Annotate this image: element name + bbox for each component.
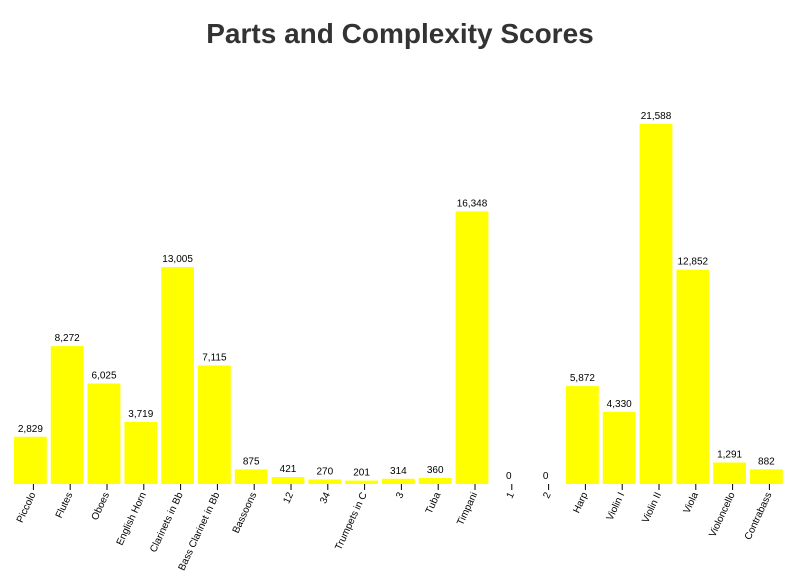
- value-label-13: 0: [506, 471, 512, 482]
- x-tick-label-1: Flutes: [54, 491, 75, 520]
- x-tick-label-19: Violoncello: [707, 490, 738, 539]
- value-label-10: 314: [390, 466, 407, 477]
- chart-title: Parts and Complexity Scores: [206, 18, 594, 49]
- value-label-19: 1,291: [717, 450, 742, 461]
- value-label-17: 21,588: [641, 111, 672, 122]
- value-label-12: 16,348: [457, 198, 488, 209]
- x-tick-label-15: Harp: [571, 490, 590, 515]
- bar-7: [271, 477, 305, 484]
- value-label-14: 0: [543, 471, 549, 482]
- value-label-8: 270: [316, 467, 333, 478]
- value-label-2: 6,025: [91, 371, 116, 382]
- value-label-1: 8,272: [55, 333, 80, 344]
- x-tick-label-20: Contrabass: [743, 491, 775, 542]
- bar-12: [455, 211, 489, 484]
- bar-4: [161, 267, 194, 484]
- value-label-4: 13,005: [162, 254, 193, 265]
- bar-1: [50, 346, 84, 484]
- bar-17: [639, 124, 673, 484]
- bar-6: [234, 469, 268, 484]
- x-tick-label-2: Oboes: [90, 491, 112, 522]
- x-tick-label-17: Violin II: [640, 491, 664, 525]
- bar-8: [308, 479, 342, 484]
- bar-18: [676, 269, 710, 484]
- value-label-5: 7,115: [202, 352, 227, 363]
- value-label-9: 201: [353, 468, 370, 479]
- bar-15: [566, 386, 599, 484]
- x-tick-label-12: Timpani: [455, 491, 480, 528]
- x-tick-label-7: 12: [281, 490, 296, 505]
- bar-2: [87, 383, 121, 484]
- value-label-16: 4,330: [607, 399, 632, 410]
- value-label-3: 3,719: [128, 409, 153, 420]
- x-tick-label-18: Viola: [682, 490, 701, 515]
- bar-9: [345, 480, 378, 484]
- bar-3: [124, 422, 158, 484]
- bar-16: [602, 411, 636, 484]
- x-axis-ticks-group: Piccolo Flutes Oboes English Horn Clarinets …: [15, 484, 775, 572]
- x-tick-label-0: Piccolo: [15, 490, 39, 524]
- x-tick-label-9: Trumpets in C: [333, 491, 369, 552]
- value-label-7: 421: [280, 464, 297, 475]
- x-tick-label-4: Clarinets in Bb: [148, 490, 186, 554]
- x-tick-label-3: English Horn: [115, 491, 149, 548]
- x-tick-label-11: Tuba: [424, 490, 444, 515]
- bars-group: [14, 124, 783, 484]
- value-label-11: 360: [427, 465, 444, 476]
- value-label-0: 2,829: [18, 424, 43, 435]
- value-label-15: 5,872: [570, 373, 595, 384]
- bar-5: [198, 365, 231, 484]
- value-label-18: 12,852: [678, 257, 709, 268]
- x-tick-label-5: Bass Clarinet in Bb: [177, 490, 223, 572]
- bar-0: [14, 436, 47, 484]
- value-labels-group: 2,829 8,272 6,025 3,719 13,005 7,115 875 421 270…: [18, 111, 775, 482]
- x-tick-label-16: Violin I: [605, 491, 628, 523]
- bar-19: [713, 462, 746, 484]
- bar-11: [418, 478, 452, 484]
- x-tick-label-10: 3: [394, 490, 407, 500]
- x-tick-label-6: Bassoons: [231, 491, 260, 535]
- bar-20: [750, 469, 783, 484]
- x-tick-label-13: 1: [505, 490, 518, 500]
- x-tick-label-14: 2: [541, 490, 554, 500]
- value-label-20: 882: [758, 456, 775, 467]
- bar-10: [382, 478, 415, 484]
- x-tick-label-8: 34: [318, 490, 333, 505]
- value-label-6: 875: [243, 456, 260, 467]
